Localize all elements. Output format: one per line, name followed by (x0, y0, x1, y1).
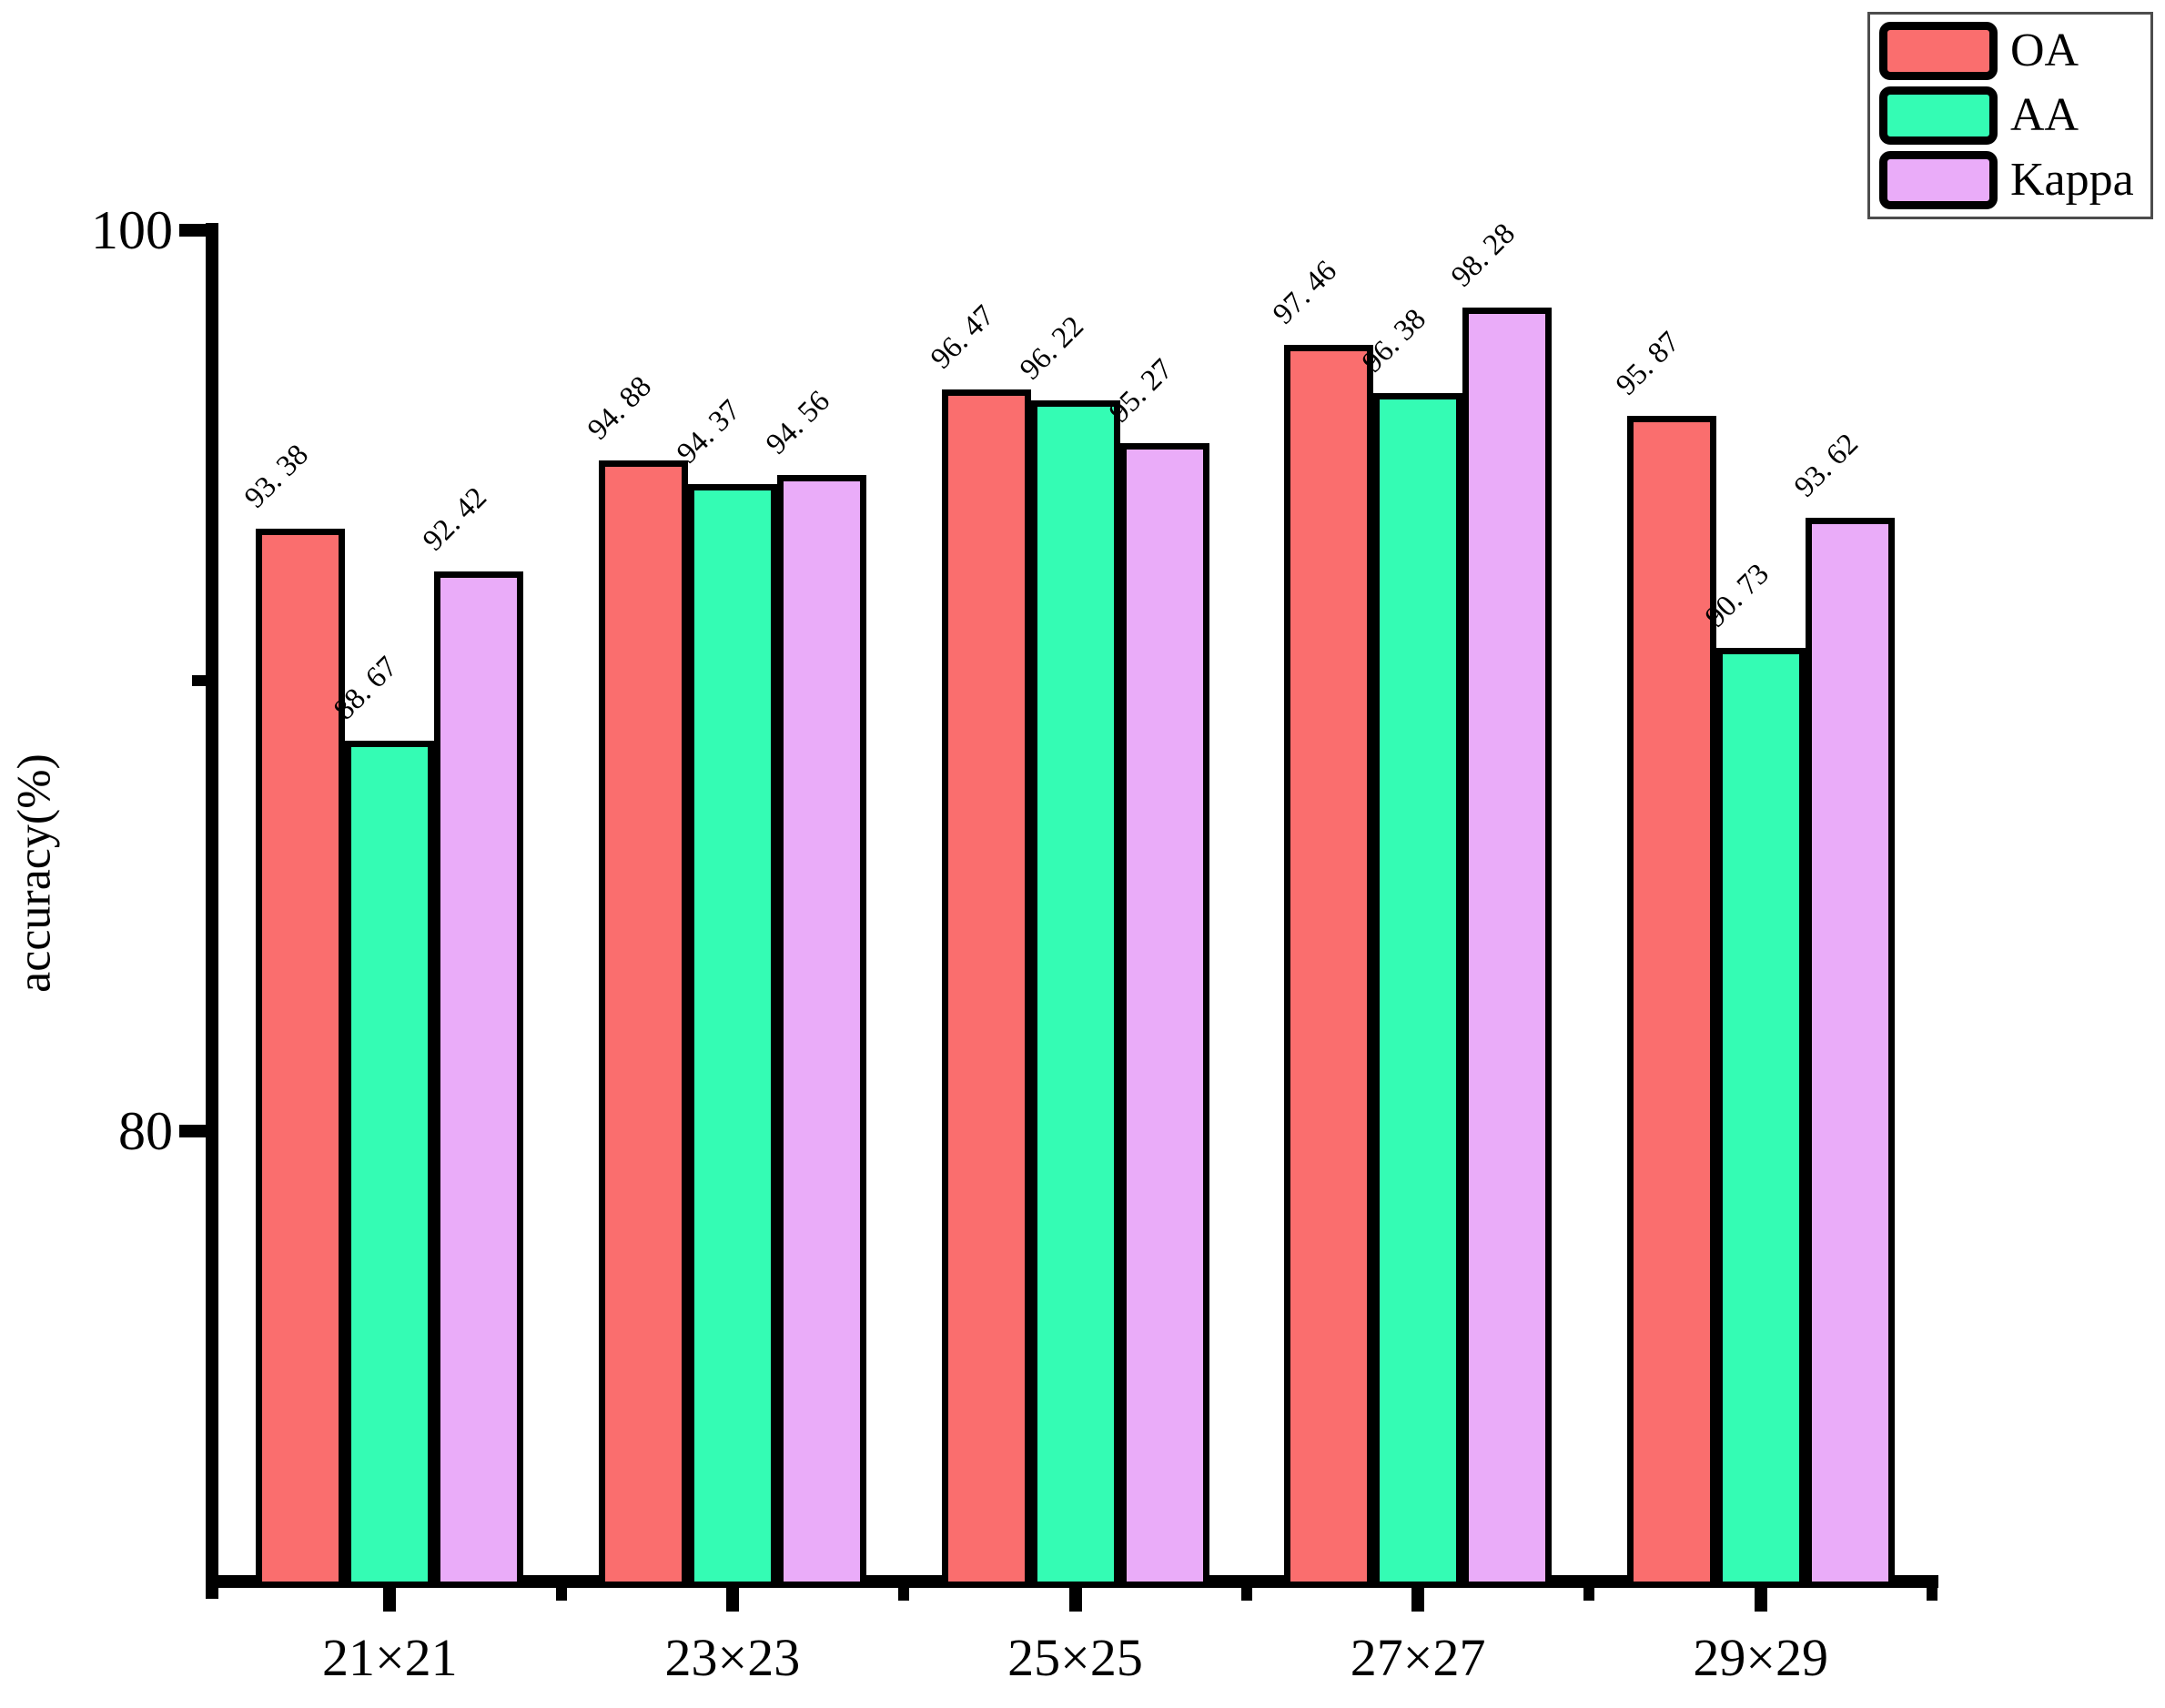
x-major-tick (383, 1588, 397, 1612)
bar-kappa-4 (1462, 308, 1553, 1588)
bar-oa-2 (598, 460, 688, 1588)
bar-kappa-1 (434, 571, 524, 1588)
y-axis-title: accuracy(%) (8, 753, 61, 993)
y-tick-label: 80 (118, 1101, 173, 1161)
bar-aa-1 (345, 740, 435, 1588)
bar-oa-5 (1626, 416, 1716, 1588)
x-minor-tick (1240, 1588, 1252, 1601)
bar-value-label: 94. 88 (582, 370, 658, 448)
legend-swatch-aa (1879, 86, 1998, 145)
legend-swatch-oa (1879, 22, 1998, 80)
x-tick-label: 29×29 (1693, 1628, 1829, 1687)
x-major-tick (1754, 1588, 1767, 1612)
x-tick-label: 23×23 (664, 1628, 801, 1687)
y-major-tick (179, 224, 212, 237)
bar-aa-5 (1715, 647, 1806, 1588)
x-tick-label: 27×27 (1350, 1628, 1486, 1687)
bar-kappa-2 (776, 475, 866, 1588)
x-major-tick (725, 1588, 739, 1612)
bar-value-label: 96. 22 (1013, 309, 1090, 387)
bar-oa-1 (256, 528, 346, 1588)
x-major-tick (1068, 1588, 1082, 1612)
bar-aa-3 (1030, 400, 1120, 1588)
bar-value-label: 97. 46 (1267, 254, 1344, 331)
y-tick-label: 100 (91, 200, 173, 260)
legend: OA AA Kappa (1867, 12, 2153, 219)
x-minor-tick (898, 1588, 910, 1601)
legend-swatch-kappa (1879, 151, 1998, 209)
bar-kappa-3 (1119, 443, 1209, 1588)
legend-label-kappa: Kappa (2010, 154, 2134, 206)
bar-value-label: 94. 37 (671, 393, 747, 470)
bar-kappa-5 (1805, 517, 1895, 1588)
bar-aa-2 (687, 483, 777, 1588)
x-minor-tick (555, 1588, 567, 1601)
x-minor-tick (1927, 1588, 1937, 1601)
bar-value-label: 94. 56 (760, 385, 836, 461)
x-major-tick (1411, 1588, 1425, 1612)
bar-value-label: 93. 38 (238, 438, 316, 515)
legend-item-kappa: Kappa (1879, 151, 2141, 209)
y-axis-line (206, 223, 218, 1599)
y-major-tick (179, 1125, 212, 1137)
x-tick-label: 25×25 (1007, 1628, 1143, 1687)
bar-value-label: 95. 87 (1609, 326, 1686, 403)
x-minor-tick (1583, 1588, 1595, 1601)
bar-oa-3 (941, 389, 1031, 1588)
bar-value-label: 93. 62 (1787, 427, 1865, 504)
legend-item-oa: OA (1879, 22, 2141, 80)
bar-value-label: 96. 47 (924, 298, 1001, 376)
bar-aa-4 (1373, 393, 1463, 1588)
legend-label-aa: AA (2010, 89, 2079, 141)
y-minor-tick (192, 675, 212, 686)
bar-value-label: 98. 28 (1445, 217, 1523, 294)
bar-value-label: 92. 42 (417, 480, 494, 558)
bar-oa-4 (1284, 344, 1374, 1588)
x-tick-label: 21×21 (321, 1628, 458, 1687)
legend-label-oa: OA (2010, 25, 2079, 76)
legend-item-aa: AA (1879, 86, 2141, 145)
